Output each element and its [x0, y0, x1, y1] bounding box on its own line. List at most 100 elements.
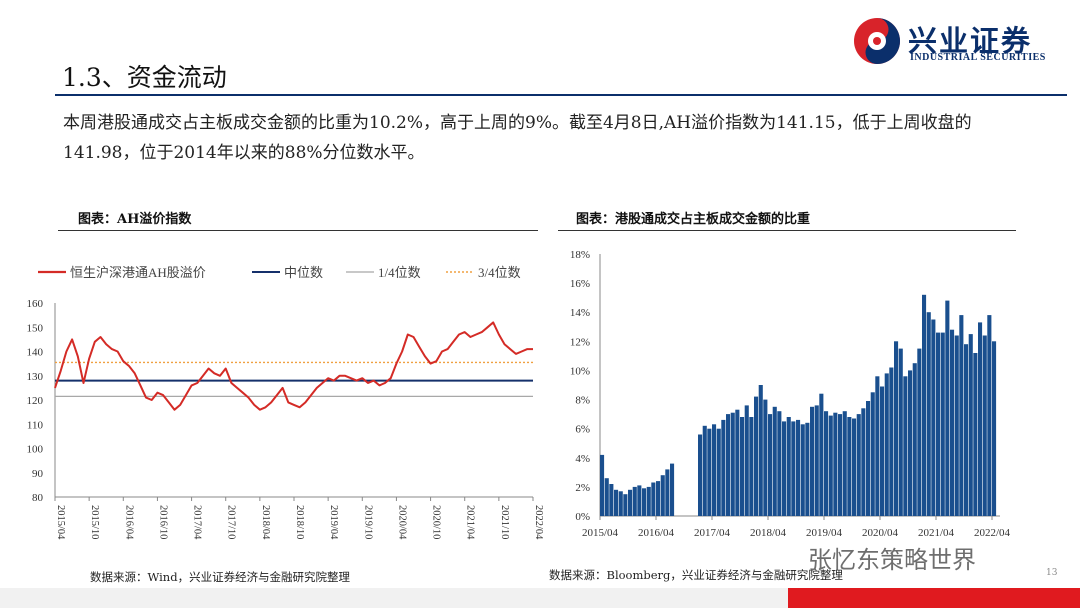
y-tick-label: 100 [27, 444, 44, 456]
share-bar [824, 411, 829, 516]
share-bar [702, 425, 707, 516]
share-bar [936, 332, 941, 516]
y-tick-label: 16% [570, 278, 590, 290]
logo-text-en: INDUSTRIAL SECURITIES [910, 52, 1046, 63]
share-bar [763, 399, 768, 516]
share-bar [805, 422, 810, 516]
right-chart-source: 数据来源：Bloomberg，兴业证券经济与金融研究院整理 [549, 568, 843, 582]
y-tick-label: 120 [27, 395, 44, 407]
ah-premium-chart: 恒生沪深港通AH股溢价 中位数 1/4位数 3/4位数 80 90 100 110 120 130… [27, 265, 545, 540]
ah-premium-series-line [54, 321, 533, 411]
share-bar [646, 486, 651, 516]
share-bar [940, 332, 945, 516]
share-bar [800, 424, 805, 516]
share-bar [670, 463, 675, 516]
share-bar [931, 319, 936, 516]
x-tick-label: 2016/10 [157, 505, 168, 539]
share-bar [758, 385, 763, 516]
x-tick-label: 2018/04 [260, 505, 271, 540]
share-bar [842, 411, 847, 516]
share-bar [875, 376, 880, 516]
x-tick-label: 2019/10 [362, 505, 373, 539]
share-bar [604, 478, 609, 516]
southbound-share-chart: 0% 2% 4% 6% 8% 10% 12% 14% 16% 18% 2015/04 2016/04 2… [570, 249, 1011, 539]
share-bar [852, 418, 857, 516]
share-bar [707, 428, 712, 516]
share-bar [754, 396, 759, 516]
share-bar [973, 353, 978, 516]
share-bar [698, 434, 703, 516]
share-bar [968, 334, 973, 516]
share-bar [721, 419, 726, 516]
x-tick-label: 2016/04 [123, 505, 134, 540]
share-bar [917, 348, 922, 516]
y-tick-label: 90 [32, 468, 44, 480]
x-tick-label: 2022/04 [533, 505, 544, 540]
share-bar [772, 406, 777, 516]
y-tick-label: 110 [27, 419, 44, 431]
legend-label-3: 3/4位数 [478, 265, 521, 280]
share-bar [609, 484, 614, 516]
share-bar [964, 344, 969, 516]
share-bar [632, 486, 637, 516]
share-bar [819, 393, 824, 516]
share-bar [880, 386, 885, 516]
x-tick-label: 2022/04 [974, 527, 1011, 539]
watermark-text: 张忆东策略世界 [808, 546, 976, 574]
x-tick-label: 2017/04 [694, 527, 731, 539]
x-tick-label: 2021/04 [918, 527, 955, 539]
share-bar [716, 428, 721, 516]
section-title: 1.3、资金流动 [62, 63, 227, 92]
y-tick-label: 2% [575, 482, 590, 494]
share-bar [847, 417, 852, 516]
y-tick-label: 12% [570, 336, 590, 348]
x-tick-label: 2015/04 [582, 527, 619, 539]
share-bar [782, 421, 787, 516]
x-tick-label: 2018/10 [294, 505, 305, 539]
share-bar [786, 417, 791, 516]
share-bar [726, 414, 731, 516]
share-bar [730, 412, 735, 516]
share-bar [618, 491, 623, 516]
share-bar [861, 408, 866, 516]
share-bar [777, 411, 782, 516]
footer-accent [788, 588, 1080, 608]
x-tick-label: 2017/10 [226, 505, 237, 539]
x-tick-label: 2020/10 [431, 505, 442, 539]
share-bar [908, 370, 913, 516]
share-bar [838, 414, 843, 516]
y-tick-label: 0% [575, 511, 590, 523]
share-bar [856, 414, 861, 516]
x-tick-label: 2019/04 [328, 505, 339, 540]
left-chart-source: 数据来源：Wind，兴业证券经济与金融研究院整理 [90, 570, 351, 584]
share-bar [833, 412, 838, 516]
share-bar [926, 312, 931, 516]
y-tick-label: 14% [570, 307, 590, 319]
legend-label-2: 1/4位数 [378, 265, 421, 280]
share-bar [614, 489, 619, 516]
share-bar [912, 363, 917, 516]
x-tick-label: 2021/10 [499, 505, 510, 539]
share-bar [600, 454, 605, 516]
share-bar [982, 335, 987, 516]
share-bar [712, 424, 717, 516]
y-tick-label: 150 [27, 322, 44, 334]
y-tick-label: 160 [27, 298, 44, 310]
x-tick-label: 2019/04 [806, 527, 843, 539]
share-bar [828, 415, 833, 516]
share-bar [894, 341, 899, 516]
page-number: 13 [1046, 568, 1058, 578]
share-bar [814, 405, 819, 516]
legend-label-1: 中位数 [284, 265, 323, 280]
share-bar [651, 482, 656, 516]
x-tick-label: 2017/04 [192, 505, 203, 540]
share-bar [656, 481, 661, 516]
share-bar [810, 406, 815, 516]
share-bar [922, 294, 927, 516]
logo-mark-icon [854, 18, 900, 64]
left-chart-rule [58, 230, 538, 231]
y-tick-label: 10% [570, 365, 590, 377]
share-bar [884, 373, 889, 516]
x-tick-label: 2015/10 [89, 505, 100, 539]
x-tick-label: 2015/04 [55, 505, 66, 540]
